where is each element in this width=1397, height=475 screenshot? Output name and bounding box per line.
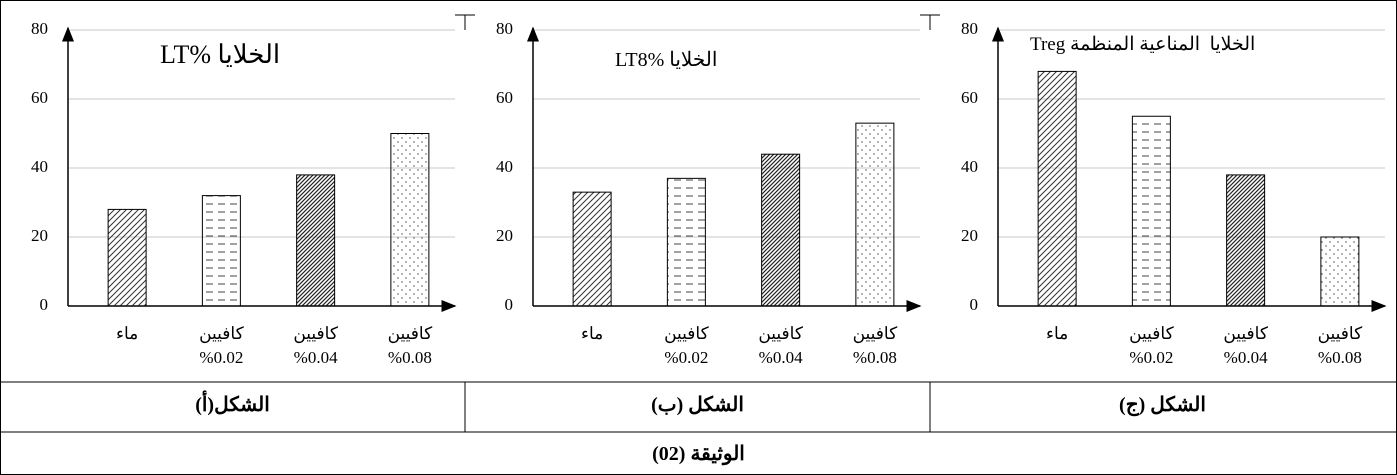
y-tick-label: 40 xyxy=(496,157,513,176)
y-tick-label: 60 xyxy=(31,88,48,107)
y-tick-label: 80 xyxy=(31,19,48,38)
y-tick-label: 60 xyxy=(496,88,513,107)
bar xyxy=(107,208,147,307)
bar xyxy=(1131,115,1171,307)
x-tick-label: كافيين %0.04 xyxy=(293,324,338,367)
bar xyxy=(1226,174,1266,307)
y-tick-label: 20 xyxy=(496,226,513,245)
x-tick-label: ماء xyxy=(1045,324,1069,343)
y-tick-label: 0 xyxy=(970,295,979,314)
chart-title: الخلايا %LT8 xyxy=(615,49,718,71)
y-tick-label: 60 xyxy=(961,88,978,107)
bar xyxy=(201,195,241,307)
chart-caption: الشكل (ج) xyxy=(1119,394,1206,416)
chart-caption: الشكل(أ) xyxy=(195,394,270,416)
y-tick-label: 40 xyxy=(961,157,978,176)
bar xyxy=(572,191,612,307)
x-tick-label: كافيين %0.02 xyxy=(664,324,709,367)
x-tick-label: كافيين %0.08 xyxy=(1317,324,1363,367)
bar xyxy=(390,133,430,307)
chart-caption: الشكل (ب) xyxy=(651,394,744,416)
bar xyxy=(855,122,895,307)
y-tick-label: 20 xyxy=(31,226,48,245)
x-tick-label: ماء xyxy=(580,324,604,343)
x-tick-label: كافيين %0.02 xyxy=(199,324,244,367)
x-tick-label: كافيين %0.02 xyxy=(1129,324,1174,367)
y-tick-label: 0 xyxy=(40,295,49,314)
y-tick-label: 80 xyxy=(496,19,513,38)
x-tick-label: كافيين %0.08 xyxy=(852,324,898,367)
x-tick-label: كافيين %0.04 xyxy=(1223,324,1268,367)
bar xyxy=(761,153,801,307)
x-tick-label: كافيين %0.08 xyxy=(387,324,433,367)
y-tick-label: 20 xyxy=(961,226,978,245)
x-tick-label: كافيين %0.04 xyxy=(758,324,803,367)
y-tick-label: 40 xyxy=(31,157,48,176)
y-tick-label: 0 xyxy=(505,295,514,314)
bar xyxy=(1320,236,1360,307)
chart-title: الخلايا %LT xyxy=(160,40,281,69)
document-caption: الوثيقة (02) xyxy=(652,443,745,465)
chart-title: الخلايا المناعية المنظمة Treg xyxy=(1030,34,1256,55)
bar xyxy=(1037,70,1077,307)
y-tick-label: 80 xyxy=(961,19,978,38)
bar xyxy=(296,174,336,307)
bar xyxy=(666,177,706,307)
x-tick-label: ماء xyxy=(115,324,139,343)
